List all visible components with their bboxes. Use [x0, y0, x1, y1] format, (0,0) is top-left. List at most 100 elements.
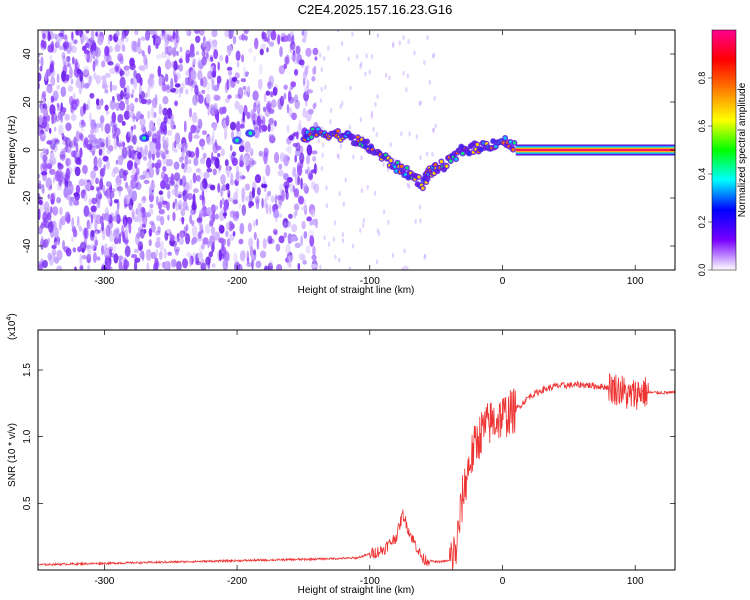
noise-speck	[166, 137, 169, 146]
noise-speck	[256, 186, 261, 196]
noise-speck	[123, 218, 127, 228]
noise-speck	[124, 69, 131, 77]
noise-speck	[189, 179, 193, 190]
noise-speck	[243, 155, 250, 167]
noise-speck	[84, 53, 88, 60]
noise-speck	[248, 190, 253, 203]
noise-speck	[146, 85, 151, 98]
noise-speck	[162, 107, 168, 116]
noise-speck	[178, 63, 184, 72]
noise-speck	[175, 176, 181, 189]
noise-speck	[52, 176, 56, 184]
noise-speck	[52, 137, 59, 144]
snr-y-multiplier-close: )	[7, 313, 18, 316]
noise-speck	[253, 231, 257, 241]
noise-speck	[111, 124, 117, 137]
noise-speck	[233, 252, 238, 264]
noise-speck	[123, 110, 131, 120]
noise-speck	[46, 114, 51, 122]
noise-speck	[414, 218, 417, 224]
noise-speck	[116, 214, 121, 225]
x-tick-label: -200	[227, 276, 247, 287]
noise-speck	[130, 77, 135, 85]
noise-speck	[259, 48, 264, 56]
noise-speck	[75, 184, 81, 195]
noise-speck	[206, 136, 213, 146]
noise-speck	[118, 139, 124, 150]
noise-speck	[272, 86, 278, 96]
noise-speck	[287, 90, 292, 102]
noise-speck	[231, 76, 238, 83]
noise-speck	[123, 195, 129, 205]
noise-speck	[252, 119, 256, 126]
noise-speck	[49, 54, 53, 61]
noise-speck	[188, 257, 192, 268]
noise-speck	[185, 53, 190, 64]
noise-speck	[113, 137, 118, 150]
noise-speck	[150, 181, 156, 191]
noise-speck	[192, 188, 199, 194]
noise-speck	[83, 65, 90, 76]
noise-speck	[227, 81, 233, 89]
noise-speck	[87, 98, 91, 111]
noise-speck	[195, 129, 200, 134]
noise-speck	[276, 195, 283, 201]
noise-speck	[284, 56, 289, 65]
noise-speck	[88, 51, 93, 63]
noise-speck	[200, 229, 204, 235]
noise-speck	[236, 61, 240, 68]
noise-speck	[56, 73, 60, 84]
y-tick-label: 20	[22, 96, 33, 108]
noise-speck	[38, 193, 41, 205]
noise-speck	[56, 249, 63, 261]
noise-speck	[73, 39, 78, 45]
noise-speck	[313, 65, 317, 75]
noise-speck	[140, 36, 147, 41]
noise-speck	[288, 260, 292, 268]
noise-speck	[322, 55, 326, 61]
noise-speck	[230, 130, 235, 140]
noise-speck	[112, 166, 120, 174]
noise-speck	[257, 78, 263, 90]
noise-speck	[265, 164, 271, 177]
noise-speck	[157, 65, 162, 78]
noise-speck	[69, 67, 73, 79]
noise-speck	[201, 49, 206, 57]
noise-speck	[65, 140, 68, 153]
noise-speck	[45, 177, 52, 188]
noise-speck	[293, 68, 299, 76]
noise-speck	[100, 75, 107, 81]
noise-speck	[244, 35, 248, 41]
noise-speck	[125, 227, 128, 240]
y-tick-label: 1.0	[22, 429, 33, 443]
noise-speck	[301, 206, 307, 211]
noise-speck	[376, 94, 379, 100]
noise-speck	[347, 56, 350, 62]
ridge-core	[350, 135, 355, 139]
noise-speck	[154, 93, 158, 105]
noise-speck	[265, 90, 271, 96]
noise-speck	[175, 203, 180, 211]
noise-speck	[159, 32, 165, 41]
noise-speck	[185, 233, 191, 245]
noise-speck	[189, 43, 195, 54]
noise-speck	[149, 142, 156, 155]
noise-speck	[261, 183, 268, 189]
noise-speck	[116, 93, 122, 102]
snr-frame	[37, 329, 676, 571]
noise-speck	[143, 54, 148, 66]
noise-speck	[66, 55, 71, 63]
noise-speck	[274, 194, 278, 206]
noise-speck	[425, 151, 429, 157]
noise-speck	[306, 64, 310, 70]
noise-speck	[312, 245, 316, 257]
noise-speck	[364, 71, 367, 77]
noise-speck	[90, 128, 94, 135]
noise-speck	[155, 195, 159, 206]
ridge-core	[445, 164, 449, 168]
noise-speck	[290, 235, 297, 242]
noise-speck	[181, 151, 185, 161]
noise-speck	[92, 60, 96, 72]
noise-speck	[173, 73, 178, 84]
noise-speck	[89, 92, 95, 99]
